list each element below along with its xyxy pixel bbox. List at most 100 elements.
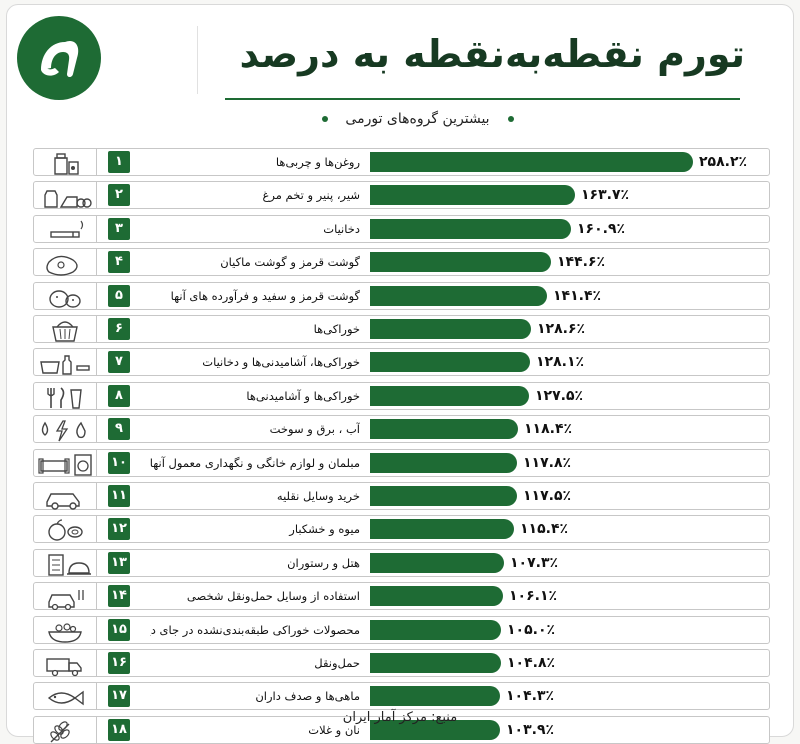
category-label: محصولات خوراکی طبقه‌بندی‌نشده در جای دیگ… xyxy=(150,623,360,637)
rank-badge: ۲ xyxy=(108,184,130,206)
cutlery-cup-icon xyxy=(33,382,96,410)
rank-badge: ۱۱ xyxy=(108,485,130,507)
row-separator xyxy=(96,682,97,710)
basket-icon xyxy=(33,315,96,343)
bar xyxy=(370,453,517,473)
wheat-icon xyxy=(33,716,96,744)
row-separator xyxy=(96,215,97,243)
value-label: ۱۲۷.۵٪ xyxy=(535,388,584,404)
rank-badge: ۹ xyxy=(108,418,130,440)
row-separator xyxy=(96,248,97,276)
bar xyxy=(370,185,575,205)
title-rule xyxy=(225,98,740,100)
bar xyxy=(370,486,517,506)
row-separator xyxy=(96,482,97,510)
category-label: شیر، پنیر و تخم مرغ xyxy=(262,188,360,202)
value-label: ۱۱۷.۸٪ xyxy=(523,455,572,471)
category-label: گوشت قرمز و سفید و فرآورده های آنها xyxy=(170,289,360,303)
rank-badge: ۵ xyxy=(108,285,130,307)
bar xyxy=(370,519,514,539)
category-label: روغن‌ها و چربی‌ها xyxy=(275,155,360,169)
value-label: ۱۴۴.۶٪ xyxy=(557,254,606,270)
rank-badge: ۱ xyxy=(108,151,130,173)
rank-badge: ۱۷ xyxy=(108,685,130,707)
page-subtitle: بیشترین گروه‌های تورمی xyxy=(345,111,490,127)
row-separator xyxy=(96,515,97,543)
value-label: ۱۰۴.۳٪ xyxy=(506,688,555,704)
value-label: ۱۰۴.۸٪ xyxy=(507,655,556,671)
source-note: منبع: مرکز آمار ایران xyxy=(342,710,458,725)
page-title: تورم نقطه‌به‌نقطه به درصد xyxy=(239,32,745,76)
fruit-icon xyxy=(33,515,96,543)
category-label: حمل‌ونقل xyxy=(314,656,360,670)
value-label: ۱۴۱.۴٪ xyxy=(553,288,602,304)
bar xyxy=(370,219,571,239)
bar xyxy=(370,653,501,673)
bar xyxy=(370,553,504,573)
value-label: ۱۶۰.۹٪ xyxy=(577,221,626,237)
personal-vehicle-icon xyxy=(33,582,96,610)
category-label: آب ، برق و سوخت xyxy=(269,422,360,436)
value-label: ۱۲۸.۶٪ xyxy=(537,321,586,337)
category-label: خوراکی‌ها و آشامیدنی‌ها xyxy=(246,389,360,403)
value-label: ۱۰۷.۳٪ xyxy=(510,555,559,571)
header-divider xyxy=(197,26,198,94)
row-separator xyxy=(96,282,97,310)
value-label: ۱۲۸.۱٪ xyxy=(536,354,585,370)
rank-badge: ۱۶ xyxy=(108,652,130,674)
basket-bottle-icon xyxy=(33,348,96,376)
rank-badge: ۴ xyxy=(108,251,130,273)
oil-bottle-icon xyxy=(33,148,96,176)
potato-icon xyxy=(33,282,96,310)
bar xyxy=(370,720,500,740)
bar xyxy=(370,686,500,706)
subtitle-dot-right xyxy=(508,116,514,122)
value-label: ۱۱۵.۴٪ xyxy=(520,521,569,537)
meat-icon xyxy=(33,248,96,276)
row-separator xyxy=(96,382,97,410)
row-separator xyxy=(96,348,97,376)
category-label: هتل و رستوران xyxy=(287,556,360,570)
category-label: ماهی‌ها و صدف داران xyxy=(255,689,360,703)
bar xyxy=(370,586,503,606)
rank-badge: ۱۴ xyxy=(108,585,130,607)
food-bowl-icon xyxy=(33,616,96,644)
bar xyxy=(370,620,501,640)
fish-icon xyxy=(33,682,96,710)
rank-badge: ۳ xyxy=(108,218,130,240)
utilities-icon xyxy=(33,415,96,443)
rank-badge: ۱۰ xyxy=(108,452,130,474)
category-label: استفاده از وسایل حمل‌ونقل شخصی xyxy=(186,589,360,603)
rank-badge: ۱۲ xyxy=(108,518,130,540)
category-label: میوه و خشکبار xyxy=(289,522,360,536)
value-label: ۱۰۵.۰٪ xyxy=(507,622,556,638)
value-label: ۱۶۳.۷٪ xyxy=(581,187,630,203)
logo-mark-icon xyxy=(41,40,79,77)
logo xyxy=(17,16,101,100)
row-separator xyxy=(96,315,97,343)
row-separator xyxy=(96,616,97,644)
row-separator xyxy=(96,549,97,577)
category-label: مبلمان و لوازم خانگی و نگهداری معمول آنه… xyxy=(150,456,360,470)
category-label: خوراکی‌ها xyxy=(313,322,360,336)
car-icon xyxy=(33,482,96,510)
dairy-icon xyxy=(33,181,96,209)
furniture-washer-icon xyxy=(33,449,96,477)
value-label: ۱۰۳.۹٪ xyxy=(506,722,555,738)
bar xyxy=(370,386,529,406)
row-separator xyxy=(96,148,97,176)
rank-badge: ۶ xyxy=(108,318,130,340)
row-separator xyxy=(96,415,97,443)
bar xyxy=(370,419,518,439)
hotel-icon xyxy=(33,549,96,577)
bar xyxy=(370,152,693,172)
rank-badge: ۱۸ xyxy=(108,719,130,741)
row-separator xyxy=(96,649,97,677)
value-label: ۱۱۷.۵٪ xyxy=(523,488,572,504)
row-separator xyxy=(96,449,97,477)
value-label: ۱۱۸.۴٪ xyxy=(524,421,573,437)
cigarette-icon xyxy=(33,215,96,243)
bar xyxy=(370,352,530,372)
category-label: خوراکی‌ها، آشامیدنی‌ها و دخانیات xyxy=(202,355,360,369)
category-label: دخانیات xyxy=(323,222,360,236)
